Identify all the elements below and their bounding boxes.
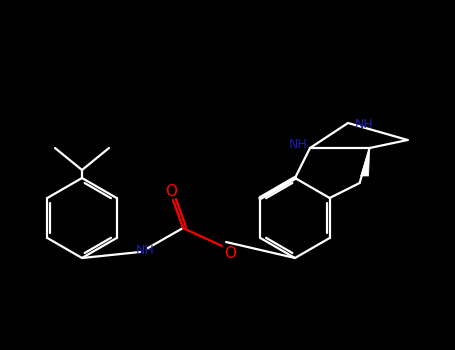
Text: O: O [224, 245, 236, 260]
Polygon shape [361, 148, 369, 176]
Text: NH: NH [136, 244, 154, 257]
Text: NH: NH [354, 119, 374, 132]
Text: O: O [165, 184, 177, 200]
Text: NH: NH [288, 138, 308, 150]
